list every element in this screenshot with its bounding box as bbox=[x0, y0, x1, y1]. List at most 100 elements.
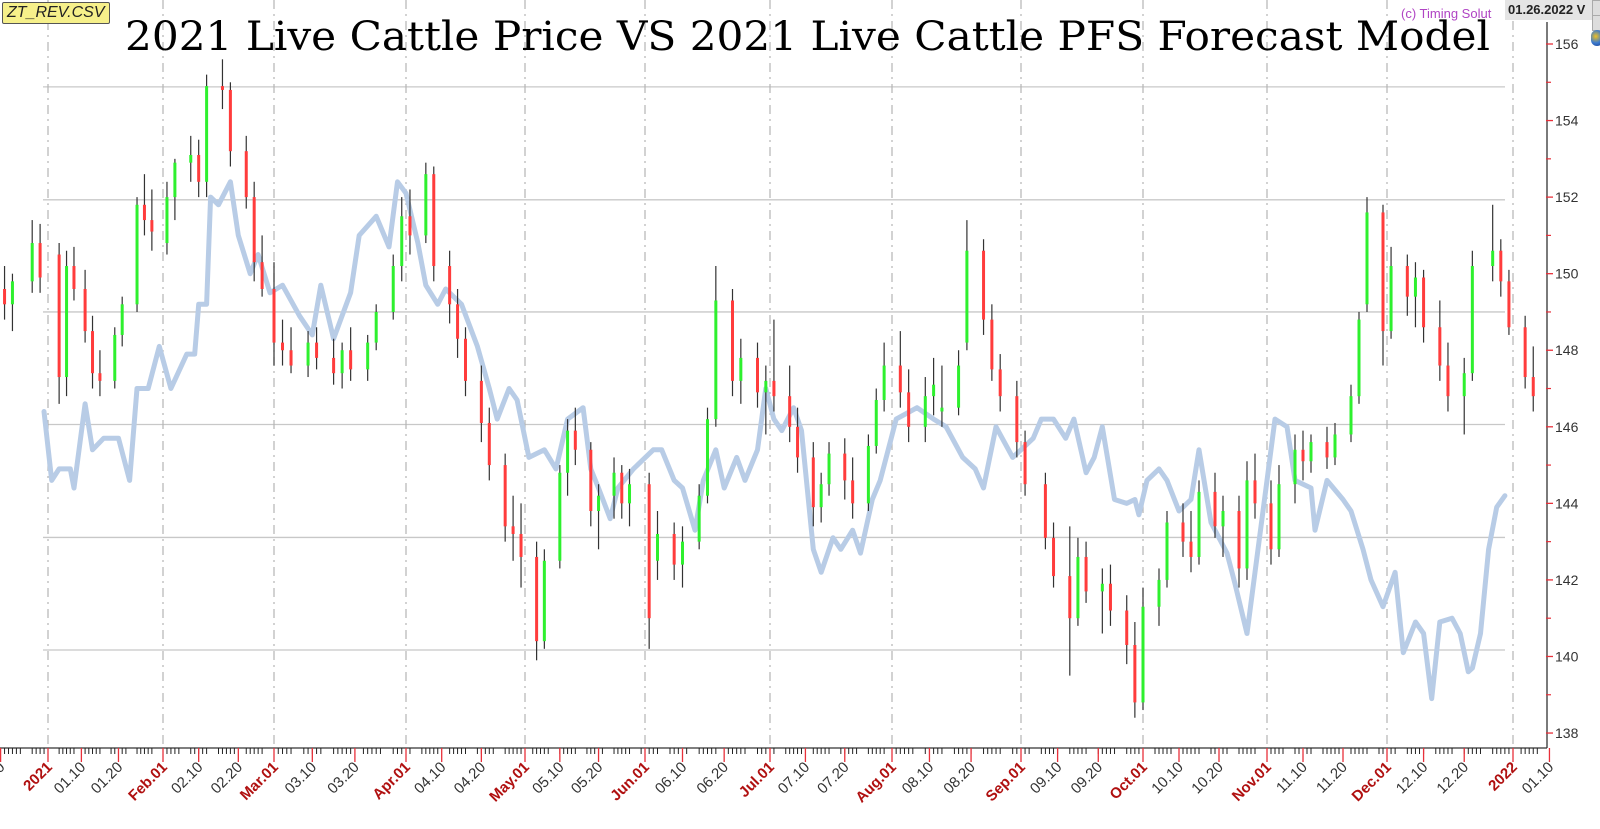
price-bar bbox=[1141, 587, 1145, 711]
price-bar bbox=[866, 434, 870, 512]
price-bar bbox=[1237, 495, 1241, 588]
price-bar-body bbox=[57, 254, 61, 378]
price-bar-body bbox=[340, 350, 344, 374]
price-bar-body bbox=[3, 288, 7, 305]
price-bar-body bbox=[620, 472, 624, 504]
price-bar-body bbox=[1491, 250, 1495, 267]
price-bar-body bbox=[1125, 610, 1129, 645]
price-bar-body bbox=[1165, 522, 1169, 580]
price-bar bbox=[432, 166, 436, 282]
x-tick-label: 12.20 bbox=[1433, 759, 1472, 798]
globe-icon[interactable] bbox=[1591, 30, 1600, 46]
price-bar bbox=[1389, 246, 1393, 339]
price-bar bbox=[1349, 384, 1353, 443]
price-bar bbox=[1309, 434, 1313, 473]
price-bar-body bbox=[1043, 484, 1047, 538]
price-bar-body bbox=[628, 484, 632, 504]
date-selector[interactable]: 01.26.2022 V bbox=[1505, 0, 1594, 20]
price-bar-body bbox=[1499, 250, 1503, 282]
price-bar bbox=[1462, 357, 1466, 435]
price-bar-body bbox=[135, 204, 139, 305]
price-bar-body bbox=[391, 266, 395, 312]
price-bar-body bbox=[1523, 327, 1527, 378]
price-bar-body bbox=[1389, 266, 1393, 332]
price-bar bbox=[83, 269, 87, 343]
price-bar-body bbox=[1253, 480, 1257, 504]
price-bar bbox=[1165, 511, 1169, 588]
price-bar bbox=[408, 189, 412, 255]
price-bar bbox=[189, 135, 193, 182]
toolbar-button-up[interactable] bbox=[1592, 0, 1600, 16]
price-bar-body bbox=[65, 266, 69, 378]
price-bars-series bbox=[3, 59, 1535, 718]
price-bar-body bbox=[697, 495, 701, 542]
y-tick-label: 148 bbox=[1555, 342, 1579, 358]
price-bar-body bbox=[1333, 434, 1337, 458]
price-bar bbox=[1189, 511, 1193, 573]
price-bar bbox=[1015, 380, 1019, 458]
price-bar bbox=[940, 365, 944, 427]
price-bar-body bbox=[1023, 442, 1027, 485]
price-bar-body bbox=[656, 533, 659, 561]
price-bar bbox=[98, 350, 102, 397]
x-tick-label: 09.20 bbox=[1068, 759, 1107, 798]
x-tick-label: 2021 bbox=[20, 759, 56, 795]
price-bar-body bbox=[1100, 583, 1104, 592]
price-bar bbox=[1253, 453, 1257, 519]
price-bar-body bbox=[932, 384, 936, 397]
x-tick-label: Feb.01 bbox=[125, 759, 171, 805]
x-tick-label: Sep.01 bbox=[983, 759, 1029, 805]
price-bar-body bbox=[1438, 327, 1442, 366]
price-bar bbox=[898, 331, 902, 408]
price-bar bbox=[400, 197, 404, 282]
price-bar bbox=[923, 377, 927, 443]
price-bar bbox=[1499, 239, 1503, 297]
price-bar bbox=[135, 197, 139, 312]
price-bar bbox=[656, 511, 659, 580]
price-bar-body bbox=[113, 334, 117, 381]
price-bar-body bbox=[503, 465, 507, 527]
file-name-tag[interactable]: ZT_REV.CSV bbox=[2, 2, 110, 24]
price-bar bbox=[1381, 204, 1385, 366]
price-bar-body bbox=[866, 445, 870, 504]
price-bar-body bbox=[1422, 277, 1426, 328]
price-bar bbox=[990, 304, 994, 381]
copyright-text: (c) Timing Solut bbox=[1401, 6, 1492, 21]
price-bar bbox=[150, 189, 154, 251]
x-tick-label: 10.20 bbox=[1188, 759, 1227, 798]
x-tick-label: 11.20 bbox=[1313, 759, 1351, 797]
price-bar-body bbox=[400, 216, 404, 267]
price-bar bbox=[1333, 422, 1337, 466]
price-bar bbox=[165, 181, 169, 255]
y-tick-label: 146 bbox=[1555, 419, 1579, 435]
chart-title: 2021 Live Cattle Price VS 2021 Live Catt… bbox=[125, 14, 1490, 60]
price-bar bbox=[706, 407, 709, 504]
price-bar-body bbox=[1446, 365, 1450, 397]
price-bar bbox=[1325, 426, 1329, 469]
price-bar bbox=[503, 453, 507, 542]
price-bar-body bbox=[851, 480, 855, 504]
x-tick-label: 01.20 bbox=[88, 759, 127, 798]
price-bar bbox=[228, 82, 232, 167]
price-bar bbox=[1269, 480, 1273, 565]
price-bar bbox=[1470, 250, 1474, 381]
price-bar-body bbox=[479, 380, 483, 423]
price-bar bbox=[1531, 346, 1535, 412]
price-bar-body bbox=[519, 533, 523, 557]
toolbar-button-down[interactable] bbox=[1592, 15, 1600, 31]
x-tick-label: 09.10 bbox=[1027, 759, 1066, 798]
price-bar bbox=[272, 262, 276, 366]
price-bar bbox=[819, 472, 823, 523]
price-bar-body bbox=[788, 396, 792, 427]
price-bar-body bbox=[843, 453, 847, 481]
price-bar-body bbox=[260, 262, 264, 289]
price-bar-body bbox=[1293, 449, 1297, 485]
x-tick-label: 11.10 bbox=[1273, 759, 1311, 797]
price-bar-body bbox=[142, 204, 146, 221]
price-bar-body bbox=[408, 216, 412, 236]
price-bar-body bbox=[30, 243, 34, 282]
price-bar-body bbox=[1381, 212, 1385, 332]
price-bar bbox=[597, 484, 601, 550]
price-bar bbox=[1245, 461, 1249, 580]
price-bar bbox=[756, 342, 759, 408]
